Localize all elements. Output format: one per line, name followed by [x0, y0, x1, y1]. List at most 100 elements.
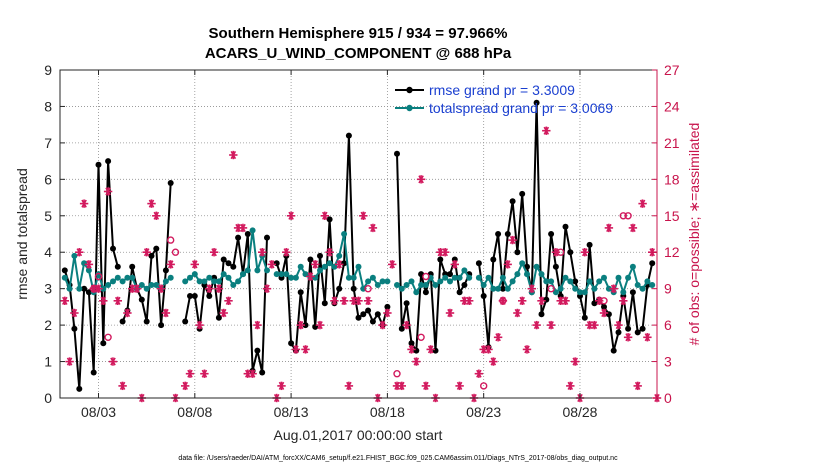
totalspread-point [533, 263, 540, 270]
obs-assimilated-marker [518, 296, 527, 306]
obs-assimilated-marker [455, 381, 464, 391]
obs-assimilated-marker [633, 381, 642, 391]
y-tick-label: 5 [44, 208, 52, 224]
obs-assimilated-marker [238, 223, 248, 233]
rmse-point [191, 293, 198, 299]
x-tick-label: 08/08 [177, 404, 212, 420]
totalspread-point [461, 267, 468, 274]
rmse-point [235, 234, 242, 241]
totalspread-point [625, 274, 632, 281]
rmse-point [148, 252, 155, 259]
totalspread-point [292, 274, 299, 281]
rmse-point [90, 369, 97, 376]
totalspread-point [567, 278, 574, 285]
obs-assimilated-marker [282, 248, 291, 257]
obs-possible-marker [480, 382, 488, 390]
legend-totalspread-label: totalspread grand pr = 3.0069 [429, 100, 613, 116]
obs-assimilated-marker [397, 381, 406, 391]
totalspread-point [538, 271, 545, 278]
obs-assimilated-marker [325, 248, 334, 257]
rmse-point [495, 231, 502, 237]
obs-possible-marker [89, 285, 98, 293]
rmse-point [71, 325, 78, 332]
totalspread-point [408, 278, 415, 285]
obs-assimilated-marker [267, 260, 276, 269]
totalspread-point [288, 274, 295, 281]
obs-assimilated-marker [378, 320, 387, 330]
obs-assimilated-marker [161, 308, 171, 318]
rmse-point [533, 99, 540, 106]
obs-possible-marker [619, 212, 627, 220]
obs-assimilated-marker [156, 284, 166, 293]
totalspread-point [264, 267, 270, 274]
totalspread-point [586, 278, 593, 285]
rmse-point [572, 278, 579, 285]
rmse-point [105, 158, 112, 165]
rmse-point [220, 256, 227, 263]
rmse-point [273, 260, 280, 267]
obs-possible-marker [624, 212, 632, 220]
totalspread-point [278, 271, 285, 278]
totalspread-point [249, 227, 256, 234]
totalspread-point [620, 289, 627, 296]
obs-assimilated-marker [522, 345, 532, 354]
y-tick-label: 9 [44, 62, 52, 78]
obs-assimilated-marker [103, 187, 113, 196]
totalspread-point [114, 274, 121, 281]
obs-possible-marker [364, 285, 372, 293]
rmse-point [365, 307, 372, 314]
axes: 08/03 08/08 08/13 08/18 08/23 08/280123456789… [44, 62, 680, 420]
rmse-point [538, 311, 545, 318]
totalspread-point [456, 274, 463, 281]
rmse-point [374, 311, 381, 318]
obs-assimilated-marker [147, 199, 156, 208]
totalspread-point [331, 263, 338, 270]
obs-assimilated-marker [628, 223, 638, 233]
obs-assimilated-marker [368, 223, 378, 233]
rmse-point [206, 293, 213, 299]
totalspread-point [591, 285, 598, 292]
rmse-point [259, 369, 266, 376]
y2-tick-label: 24 [664, 98, 680, 114]
totalspread-point [365, 278, 372, 285]
rmse-point [230, 263, 237, 270]
totalspread-point [182, 278, 189, 285]
y2-tick-label: 18 [664, 171, 680, 187]
totalspread-point [201, 278, 208, 285]
obs-assimilated-marker [465, 296, 474, 306]
obs-layer [60, 126, 662, 403]
totalspread-point [572, 285, 579, 292]
totalspread-point [499, 274, 506, 281]
chart-title: Southern Hemisphere 915 / 934 = 97.966% [209, 25, 508, 42]
rmse-point [548, 231, 555, 237]
y-tick-label: 0 [44, 390, 52, 406]
rmse-point [456, 289, 463, 296]
rmse-point [119, 318, 126, 325]
obs-assimilated-marker [224, 296, 233, 306]
rmse-point [413, 347, 420, 354]
rmse-point [81, 285, 88, 292]
rmse-point [567, 249, 574, 256]
obs-assimilated-marker [195, 320, 204, 330]
totalspread-point [466, 274, 473, 281]
obs-assimilated-marker [229, 150, 238, 160]
obs-possible-marker [166, 236, 175, 244]
obs-possible-marker [171, 248, 180, 256]
totalspread-point [581, 289, 588, 296]
obs-assimilated-marker [301, 345, 310, 354]
obs-assimilated-marker [205, 284, 214, 293]
totalspread-point [191, 271, 198, 278]
obs-assimilated-marker [70, 308, 79, 318]
rmse-point [61, 267, 68, 274]
rmse-point [639, 325, 646, 332]
y2-tick-label: 27 [664, 62, 680, 78]
obs-possible-marker [94, 272, 103, 281]
totalspread-point [124, 274, 131, 281]
obs-assimilated-marker [330, 296, 339, 306]
totalspread-point [211, 278, 218, 285]
obs-assimilated-marker [595, 296, 604, 306]
obs-assimilated-marker [460, 296, 469, 306]
totalspread-point [596, 278, 603, 285]
totalspread-point [649, 282, 656, 288]
rmse-point [264, 234, 270, 241]
